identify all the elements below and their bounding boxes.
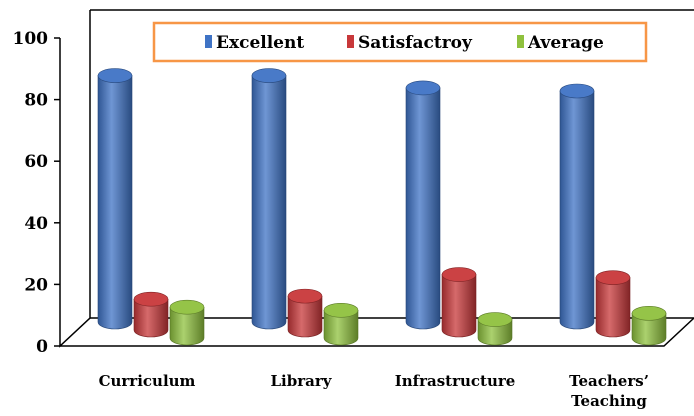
side-wall: [59, 10, 91, 348]
y-tick-label: 20: [24, 275, 48, 295]
y-tick-label: 40: [24, 214, 48, 234]
bar-body: [405, 87, 441, 330]
bar-top: [477, 312, 513, 327]
bar-top: [251, 68, 287, 83]
legend-swatch: [347, 35, 354, 48]
x-category-label: Infrastructure: [395, 372, 516, 390]
legend-label: Satisfactroy: [358, 33, 473, 53]
bar-average-0: [169, 299, 205, 346]
bar-top: [133, 291, 169, 307]
legend-item-average: Average: [517, 33, 604, 53]
bar-average-2: [477, 312, 513, 346]
bar-excellent-1: [251, 68, 287, 330]
bar-body: [441, 274, 477, 338]
bar-body: [97, 75, 133, 330]
bar-excellent-0: [97, 68, 133, 330]
bar-top: [595, 270, 631, 285]
bar-satisfactroy-0: [133, 291, 169, 338]
bar-top: [631, 306, 667, 321]
legend-item-satisfactroy: Satisfactroy: [347, 33, 473, 53]
bar-body: [595, 277, 631, 338]
bar-average-3: [631, 306, 667, 346]
y-tick-label: 80: [24, 91, 48, 111]
bar-top: [97, 68, 133, 83]
bar-body: [287, 295, 323, 338]
bar-top: [169, 299, 205, 315]
bar-body: [631, 313, 667, 346]
y-axis: 0 20 40 60 80 100: [13, 29, 60, 357]
bar-excellent-2: [405, 80, 441, 330]
bar-top: [405, 80, 441, 96]
legend-swatch: [205, 35, 212, 48]
floor-front-edge: [60, 317, 694, 347]
bar-average-1: [323, 302, 359, 346]
bar-top: [287, 288, 323, 304]
bar-body: [133, 298, 169, 338]
bar-top: [323, 302, 359, 318]
bar-satisfactroy-2: [441, 267, 477, 338]
legend: Excellent Satisfactroy Average: [152, 21, 648, 63]
x-category-label: Teachers’ Teaching: [569, 372, 649, 410]
y-tick-label: 60: [24, 152, 48, 172]
x-category-label: Library: [271, 372, 333, 390]
bars: [97, 68, 667, 346]
legend-box: [152, 21, 648, 63]
bar-body: [169, 306, 205, 346]
bar-body: [323, 309, 359, 346]
bar-top: [441, 267, 477, 282]
bar-top: [559, 83, 595, 99]
legend-label: Average: [527, 33, 604, 53]
bar-body: [559, 90, 595, 330]
legend-label: Excellent: [216, 33, 304, 53]
bar-body: [251, 75, 287, 330]
x-category-label: Curriculum: [99, 372, 196, 390]
bar-satisfactroy-1: [287, 288, 323, 338]
legend-item-excellent: Excellent: [205, 33, 304, 53]
bar-excellent-3: [559, 83, 595, 330]
bar-satisfactroy-3: [595, 270, 631, 338]
x-axis: Curriculum Library Infrastructure Teachers’…: [99, 372, 649, 410]
y-tick-label: 100: [13, 29, 49, 49]
legend-swatch: [517, 35, 524, 48]
y-tick-label: 0: [36, 337, 48, 357]
